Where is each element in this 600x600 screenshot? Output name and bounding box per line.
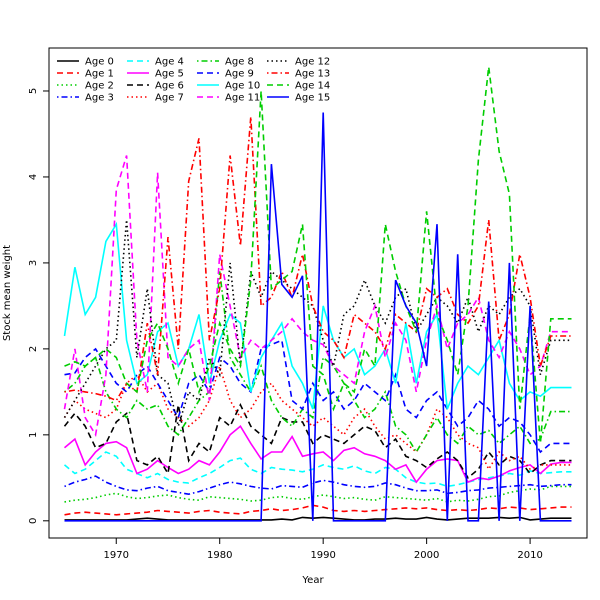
legend-label: Age 3 — [85, 93, 114, 104]
series-line-age-3 — [64, 475, 572, 496]
y-tick-label: 2 — [28, 346, 39, 352]
y-axis-label: Stock mean weight — [2, 245, 13, 341]
y-axis: 0 1 2 3 4 5 — [28, 88, 49, 524]
series-line-age-1 — [64, 504, 572, 516]
y-tick-label: 0 — [28, 518, 39, 524]
legend-label: Age 5 — [155, 69, 184, 80]
y-tick-label: 1 — [28, 432, 39, 438]
series-line-age-5 — [63, 424, 572, 484]
plot-frame — [48, 47, 588, 539]
legend-label: Age 0 — [85, 57, 114, 68]
x-axis-label: Year — [301, 575, 324, 586]
legend-label: Age 7 — [155, 93, 184, 104]
y-tick-label: 3 — [28, 260, 39, 266]
x-tick-label: 2010 — [517, 550, 542, 561]
series-line-age-12 — [63, 219, 572, 430]
y-tick-label: 5 — [28, 88, 39, 94]
x-tick-label: 1980 — [207, 550, 232, 561]
series-line-age-6 — [63, 402, 572, 480]
series-line-age-0 — [64, 516, 572, 521]
x-tick-label: 2000 — [414, 550, 439, 561]
legend-label: Age 14 — [295, 81, 330, 92]
legend-label: Age 6 — [155, 81, 184, 92]
series-line-age-14 — [64, 66, 572, 444]
legend-label: Age 1 — [85, 69, 114, 80]
legend-label: Age 9 — [225, 69, 254, 80]
legend-label: Age 11 — [225, 93, 260, 104]
x-tick-label: 1990 — [310, 550, 335, 561]
series-line-age-4 — [63, 451, 572, 488]
legend-label: Age 10 — [225, 81, 260, 92]
x-tick-label: 1970 — [104, 550, 129, 561]
series-lines — [63, 66, 572, 522]
series-line-age-2 — [64, 485, 572, 503]
legend-label: Age 2 — [85, 81, 114, 92]
x-axis: 1970 1980 1990 2000 2010 — [104, 538, 543, 561]
legend-label: Age 8 — [225, 57, 254, 68]
y-tick-label: 4 — [28, 174, 39, 180]
series-line-age-7 — [63, 363, 572, 471]
series-line-age-15 — [64, 112, 572, 522]
legend-label: Age 12 — [295, 57, 330, 68]
legend-label: Age 15 — [295, 93, 330, 104]
legend-label: Age 13 — [295, 69, 330, 80]
legend-label: Age 4 — [155, 57, 184, 68]
